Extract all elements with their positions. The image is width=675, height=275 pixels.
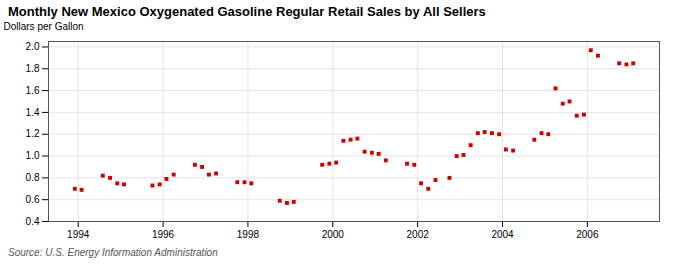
svg-text:1998: 1998 bbox=[237, 229, 260, 240]
svg-text:2004: 2004 bbox=[491, 229, 514, 240]
svg-text:0.8: 0.8 bbox=[26, 172, 40, 183]
svg-text:1.4: 1.4 bbox=[26, 107, 40, 118]
html-text:Monthly New Mexico Oxygenated: Monthly New Mexico Oxygenated Gasoline R… bbox=[8, 4, 486, 19]
svg-text:1.6: 1.6 bbox=[26, 85, 40, 96]
svg-text:1994: 1994 bbox=[67, 229, 90, 240]
svg-text:1.2: 1.2 bbox=[26, 128, 40, 139]
svg-text:Dollars per Gallon: Dollars per Gallon bbox=[4, 21, 84, 32]
svg-text:0.4: 0.4 bbox=[26, 216, 40, 227]
svg-text:2.0: 2.0 bbox=[26, 41, 40, 52]
svg-text:2002: 2002 bbox=[407, 229, 430, 240]
svg-text:0.6: 0.6 bbox=[26, 194, 40, 205]
svg-text:2000: 2000 bbox=[322, 229, 345, 240]
svg-text:1996: 1996 bbox=[152, 229, 175, 240]
html-text:Source: U.S. Energy Informatio: Source: U.S. Energy Information Administ… bbox=[8, 247, 218, 258]
svg-text:1.0: 1.0 bbox=[26, 150, 40, 161]
svg-text:2006: 2006 bbox=[576, 229, 599, 240]
svg-text:1.8: 1.8 bbox=[26, 63, 40, 74]
